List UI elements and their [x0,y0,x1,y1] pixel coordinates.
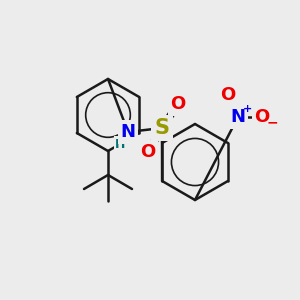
Text: O: O [220,86,236,104]
Text: H: H [115,137,125,151]
Text: +: + [242,104,252,114]
Text: N: N [230,108,245,126]
Text: S: S [154,118,169,138]
Text: O: O [140,143,156,161]
Text: O: O [254,108,270,126]
Text: −: − [266,115,278,129]
Text: O: O [170,95,186,113]
Text: N: N [121,123,136,141]
